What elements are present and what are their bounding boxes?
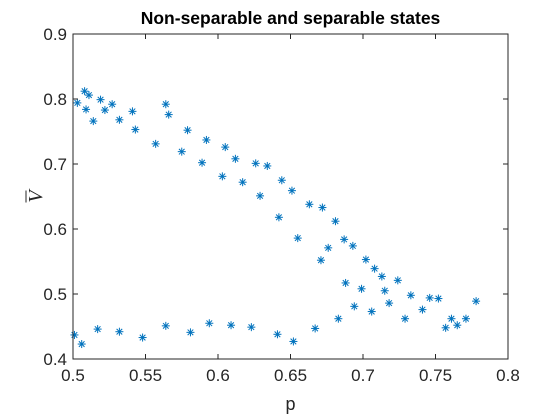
scatter-point	[205, 319, 214, 328]
scatter-point	[318, 203, 327, 212]
scatter-point	[227, 321, 236, 330]
scatter-point	[218, 172, 227, 181]
scatter-point	[367, 307, 376, 316]
scatter-point	[406, 291, 415, 300]
scatter-point	[256, 191, 265, 200]
scatter-point	[161, 321, 170, 330]
scatter-point	[198, 158, 207, 167]
scatter-point	[434, 294, 443, 303]
scatter-point	[84, 91, 93, 100]
scatter-point	[128, 107, 137, 116]
scatter-point	[131, 125, 140, 134]
scatter-point	[401, 314, 410, 323]
y-tick-label: 0.9	[43, 25, 67, 44]
scatter-point	[251, 159, 260, 168]
scatter-point	[96, 95, 105, 104]
scatter-point	[331, 217, 340, 226]
scatter-point	[311, 324, 320, 333]
scatter-point	[231, 154, 240, 163]
scatter-point	[393, 276, 402, 285]
axis-ticks: 0.5 0.55 0.6 0.65 0.7 0.75 0.80.40.50.60.70.80…	[43, 25, 519, 385]
scatter-point	[324, 243, 333, 252]
scatter-point	[377, 272, 386, 281]
scatter-point	[138, 333, 147, 342]
scatter-point	[293, 234, 302, 243]
scatter-point	[274, 213, 283, 222]
scatter-point	[177, 147, 186, 156]
scatter-point	[361, 255, 370, 264]
x-tick-label: 0.55	[129, 366, 162, 385]
x-tick-label: 0.65	[274, 366, 307, 385]
scatter-point	[472, 297, 481, 306]
scatter-point	[370, 264, 379, 273]
scatter-point	[93, 325, 102, 334]
scatter-point	[289, 337, 298, 346]
y-tick-label: 0.8	[43, 90, 67, 109]
y-tick-label: 0.7	[43, 155, 67, 174]
scatter-point	[238, 178, 247, 187]
scatter-point	[334, 314, 343, 323]
scatter-point	[305, 200, 314, 209]
x-axis-label: p	[285, 394, 295, 414]
y-axis-label-group: V	[25, 188, 47, 203]
scatter-point	[273, 330, 282, 339]
y-tick-label: 0.6	[43, 220, 67, 239]
scatter-point	[115, 115, 124, 124]
scatter-point	[425, 293, 434, 302]
scatter-point	[380, 286, 389, 295]
scatter-point	[247, 323, 256, 332]
scatter-point	[447, 314, 456, 323]
scatter-point	[89, 117, 98, 126]
y-axis-label: V	[25, 188, 47, 203]
scatter-point	[77, 340, 86, 349]
x-tick-label: 0.6	[206, 366, 230, 385]
scatter-point	[221, 143, 230, 152]
scatter-point	[357, 284, 366, 293]
scatter-point	[453, 321, 462, 330]
scatter-point	[350, 302, 359, 311]
scatter-point	[385, 299, 394, 308]
scatter-point	[73, 98, 82, 107]
scatter-point	[418, 305, 427, 314]
scatter-point	[164, 110, 173, 119]
scatter-point	[277, 176, 286, 185]
x-tick-label: 0.5	[61, 366, 85, 385]
scatter-point	[441, 323, 450, 332]
scatter-point	[82, 105, 91, 114]
scatter-point	[348, 241, 357, 250]
scatter-point	[183, 126, 192, 135]
scatter-point	[186, 328, 195, 337]
chart-title: Non-separable and separable states	[141, 8, 441, 28]
scatter-point	[161, 100, 170, 109]
scatter-point	[316, 256, 325, 265]
scatter-point	[341, 278, 350, 287]
scatter-points	[70, 87, 481, 349]
scatter-point	[202, 135, 211, 144]
scatter-point	[340, 235, 349, 244]
scatter-point	[461, 314, 470, 323]
scatter-point	[115, 327, 124, 336]
x-tick-label: 0.75	[419, 366, 452, 385]
scatter-point	[100, 106, 109, 115]
scatter-point	[287, 186, 296, 195]
x-tick-label: 0.8	[496, 366, 520, 385]
x-tick-label: 0.7	[351, 366, 375, 385]
scatter-point	[151, 139, 160, 148]
y-tick-label: 0.4	[43, 350, 67, 369]
scatter-point	[263, 161, 272, 170]
scatter-point	[108, 100, 117, 109]
plot-area	[73, 34, 508, 359]
y-tick-label: 0.5	[43, 285, 67, 304]
